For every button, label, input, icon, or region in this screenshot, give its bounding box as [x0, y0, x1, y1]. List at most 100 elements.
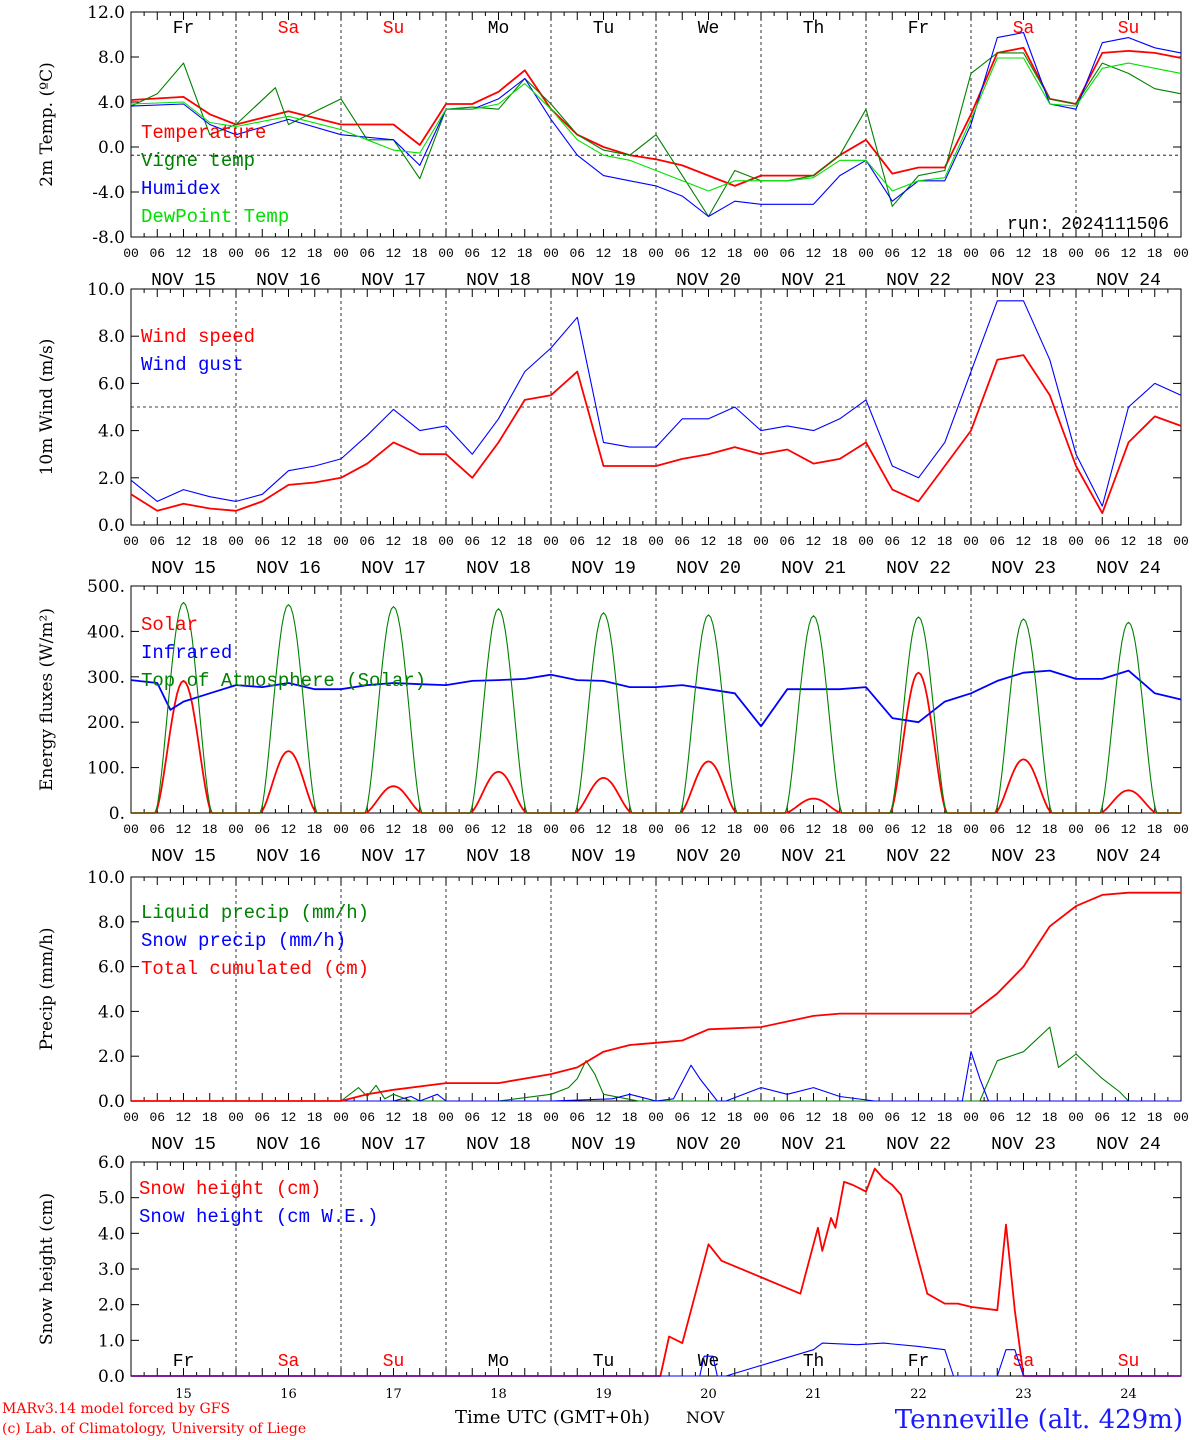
hour-label: 12: [596, 1110, 612, 1125]
series-group: [130, 31, 1182, 218]
y-tick-label: 8.0: [98, 48, 125, 68]
y-tick-label: 4.0: [98, 1224, 125, 1244]
hour-label: 18: [1147, 1110, 1163, 1125]
date-label: NOV 22: [886, 271, 951, 291]
date-label: NOV 17: [361, 1135, 426, 1155]
hour-label: 12: [491, 1110, 507, 1125]
hour-label: 12: [1016, 246, 1032, 261]
day-number-label: 24: [1120, 1387, 1137, 1402]
hour-label: 00: [333, 246, 349, 261]
weekday-label: Su: [383, 19, 405, 39]
date-label: NOV 19: [571, 847, 636, 867]
hour-label: 00: [333, 1110, 349, 1125]
hour-label: 12: [281, 246, 297, 261]
panel-2: 0.0 2.0 4.0 6.0 8.0 10.0 10m Wind (m/s) 00 06 12 1…: [37, 280, 1189, 579]
date-label: NOV 20: [676, 559, 741, 579]
hour-label: 12: [176, 534, 192, 549]
hour-label: 18: [202, 246, 218, 261]
lab-credit: (c) Lab. of Climatology, University of L…: [2, 1421, 306, 1437]
hour-label: 00: [438, 822, 454, 837]
hour-label: 00: [1173, 534, 1189, 549]
hour-label: 00: [858, 534, 874, 549]
series-line-vigne-temp: [130, 52, 1182, 218]
hour-label: 18: [202, 534, 218, 549]
hour-label: 12: [1121, 1110, 1137, 1125]
hour-label: 06: [1094, 822, 1110, 837]
date-label: NOV 16: [256, 847, 321, 867]
hour-label: 06: [989, 822, 1005, 837]
month-label: NOV: [686, 1408, 725, 1427]
hour-label: 06: [464, 1110, 480, 1125]
series-line-temperature: [130, 46, 1182, 187]
hour-label: 18: [412, 246, 428, 261]
series-group: [130, 601, 1182, 814]
hour-label: 06: [464, 534, 480, 549]
y-tick-label: 4.0: [98, 1002, 125, 1022]
weekday-label: Sa: [1013, 19, 1035, 39]
y-tick-label: 2.0: [98, 469, 125, 489]
hour-label: 12: [596, 246, 612, 261]
hour-label: 06: [1094, 1110, 1110, 1125]
hour-label: 06: [989, 534, 1005, 549]
series-line-wind-speed: [130, 354, 1182, 515]
hour-label: 18: [622, 246, 638, 261]
day-number-label: 21: [805, 1387, 822, 1402]
legend-entry: Total cumulated (cm): [141, 958, 369, 980]
date-label: NOV 16: [256, 1135, 321, 1155]
hour-label: 18: [307, 822, 323, 837]
hour-label: 12: [1016, 822, 1032, 837]
hour-label: 06: [569, 822, 585, 837]
hour-label: 06: [569, 246, 585, 261]
legend-entry: Wind gust: [141, 354, 244, 376]
hour-label: 12: [386, 246, 402, 261]
y-tick-label: 5.0: [98, 1189, 125, 1209]
day-number-label: 16: [280, 1387, 297, 1402]
hour-label: 06: [1094, 534, 1110, 549]
hour-label: 00: [753, 1110, 769, 1125]
hour-label: 00: [543, 1110, 559, 1125]
hour-label: 06: [1094, 246, 1110, 261]
hour-label: 06: [989, 246, 1005, 261]
hour-label: 00: [543, 246, 559, 261]
weekday-label: Sa: [278, 19, 300, 39]
hour-label: 00: [1068, 1110, 1084, 1125]
hour-label: 00: [1173, 246, 1189, 261]
run-annotation: run: 2024111506: [1007, 215, 1169, 235]
hour-label: 18: [412, 534, 428, 549]
date-label: NOV 18: [466, 1135, 531, 1155]
hour-label: 12: [281, 534, 297, 549]
weekday-label: Su: [1118, 19, 1140, 39]
hour-label: 12: [806, 246, 822, 261]
panel-3: 0. 100. 200. 300. 400. 500. Energy fluxes (W/m…: [37, 577, 1189, 867]
hour-label: 18: [937, 822, 953, 837]
hour-label: 06: [464, 822, 480, 837]
weekday-label: Th: [803, 1352, 825, 1372]
hour-label: 00: [438, 1110, 454, 1125]
hour-label: 12: [806, 534, 822, 549]
hour-label: 12: [701, 1110, 717, 1125]
date-label: NOV 21: [781, 271, 846, 291]
hour-label: 12: [701, 822, 717, 837]
hour-label: 00: [753, 246, 769, 261]
hour-label: 12: [806, 1110, 822, 1125]
date-label: NOV 18: [466, 847, 531, 867]
hour-label: 12: [806, 822, 822, 837]
date-label: NOV 20: [676, 1135, 741, 1155]
legend-entry: Temperature: [141, 122, 266, 144]
series-line-wind-gust: [130, 300, 1182, 507]
y-tick-label: 8.0: [98, 327, 125, 347]
weekday-label: Sa: [1013, 1352, 1035, 1372]
date-label: NOV 23: [991, 271, 1056, 291]
date-label: NOV 20: [676, 847, 741, 867]
hour-label: 12: [911, 822, 927, 837]
date-label: NOV 19: [571, 1135, 636, 1155]
hour-label: 00: [123, 246, 139, 261]
legend-entry: Wind speed: [141, 326, 255, 348]
y-tick-label: 300.: [87, 668, 125, 688]
y-tick-label: 0.: [109, 804, 125, 824]
weekday-label: Fr: [173, 19, 195, 39]
hour-label: 00: [858, 246, 874, 261]
series-group: [131, 1167, 1181, 1377]
y-tick-label: 100.: [87, 759, 125, 779]
date-label: NOV 23: [991, 1135, 1056, 1155]
